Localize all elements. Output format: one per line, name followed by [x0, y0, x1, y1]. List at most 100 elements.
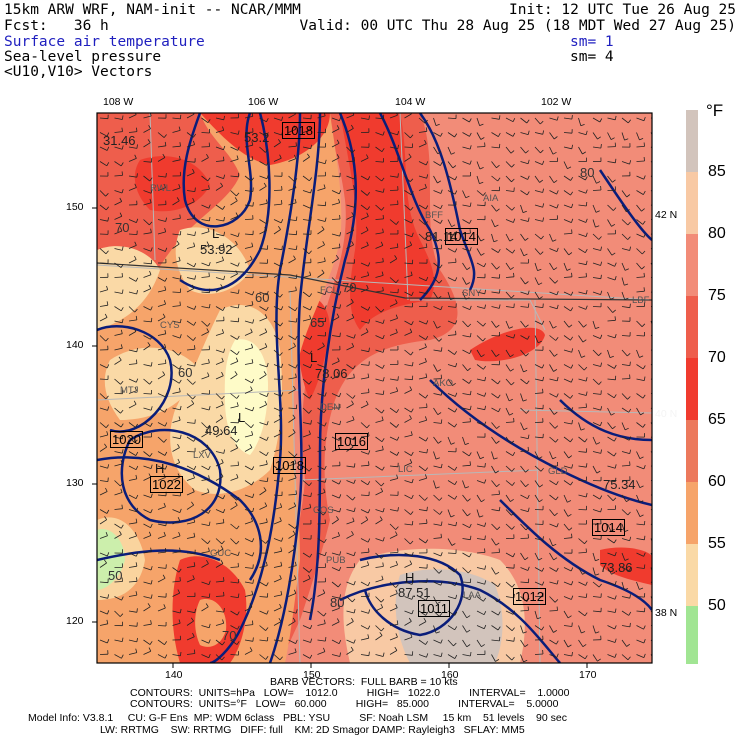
colorbar-label-75: 75 [708, 287, 726, 304]
station-label: SNY [462, 288, 482, 299]
temperature-contour-label: 70 [222, 628, 237, 643]
field-vectors: <U10,V10> Vectors [4, 64, 153, 80]
lon-label-106w: 106 W [248, 96, 279, 108]
isobar-value-box: 1014 [592, 519, 625, 536]
temperature-contour-label: 50 [108, 568, 123, 583]
pressure-center-marker: H [405, 570, 415, 585]
colorbar-label-65: 65 [708, 411, 726, 428]
colorbar-swatch-50-55 [686, 544, 698, 606]
station-label: COS [313, 505, 334, 516]
field-temperature-smoothing: sm= 1 [570, 34, 614, 50]
temperature-contour-label: 70 [115, 220, 130, 235]
colorbar-swatch-60-65 [686, 420, 698, 482]
temperature-contour-label: 65 [310, 315, 325, 330]
temperature-extremum-label: 81.14 [425, 229, 458, 244]
pressure-center-marker: L [238, 410, 246, 425]
temperature-extremum-label: 73.86 [600, 560, 633, 575]
colorbar-label-80: 80 [708, 225, 726, 242]
temperature-extremum-label: 31.46 [103, 133, 136, 148]
colorbar-label-85: 85 [708, 163, 726, 180]
colorbar-swatch-70-75 [686, 296, 698, 358]
colorbar-swatch-75-80 [686, 234, 698, 296]
temperature-extremum-label: 53.92 [200, 242, 233, 257]
station-label: LBF [632, 295, 650, 306]
colorbar-label-55: 55 [708, 535, 726, 552]
model-physics: LW: RRTMG SW: RRTMG DIFF: full KM: 2D Sm… [100, 724, 525, 736]
forecast-hour: Fcst: 36 h [4, 18, 109, 34]
model-title: 15km ARW WRF, NAM-init -- NCAR/MMM [4, 2, 301, 18]
wind-barbs [99, 113, 652, 663]
isobar-value-box: 1018 [282, 122, 315, 139]
colorbar-swatch-65-70 [686, 358, 698, 420]
lon-label-104w: 104 W [395, 96, 426, 108]
temperature-extremum-label: 87.51 [398, 585, 431, 600]
lat-label-42n: 42 N [655, 209, 678, 221]
temperature-fill [97, 113, 652, 663]
barb-legend: BARB VECTORS: FULL BARB = 10 kts [270, 676, 458, 688]
station-label: GLD [548, 466, 568, 477]
contours-pressure: CONTOURS: UNITS=hPa LOW= 1012.0 HIGH= 10… [130, 687, 570, 699]
temperature-extremum-label: 49.64 [205, 423, 238, 438]
contours-temperature: CONTOURS: UNITS=°F LOW= 60.000 HIGH= 85.… [130, 698, 559, 710]
lat-label-38n: 38 N [655, 607, 678, 619]
x-grid-170: 170 [579, 669, 597, 681]
state-boundaries [97, 113, 652, 663]
temperature-contour-label: 80 [580, 165, 595, 180]
temperature-extremum-label: 53.2 [244, 130, 270, 145]
y-grid-150: 150 [66, 201, 84, 213]
temperature-contour-label: 60 [178, 365, 193, 380]
station-label: MTJ [120, 385, 139, 396]
station-label: CYS [160, 320, 180, 331]
init-time: Init: 12 UTC Tue 26 Aug 25 [509, 2, 736, 18]
station-label: AKO [433, 378, 454, 389]
lon-label-102w: 102 W [541, 96, 572, 108]
isobar-value-box: 1014 [445, 228, 478, 245]
station-label: FCL [320, 285, 338, 296]
temperature-contour-label: 70 [342, 280, 357, 295]
pressure-center-marker: L [212, 226, 220, 241]
colorbar-swatch-below-50 [686, 606, 698, 664]
isobar-value-box: 1011 [418, 600, 450, 617]
colorbar [686, 110, 698, 664]
colorbar-swatch-55-60 [686, 482, 698, 544]
model-info: Model Info: V3.8.1 CU: G-F Ens MP: WDM 6… [28, 712, 567, 724]
temperature-extremum-label: 75.34 [603, 477, 636, 492]
valid-time: Valid: 00 UTC Thu 28 Aug 25 (18 MDT Wed … [299, 18, 737, 34]
station-label: PUB [326, 555, 346, 566]
country-boundary [97, 262, 652, 301]
isobar-value-box: 1020 [110, 431, 143, 448]
station-label: LAA [463, 590, 481, 601]
isobar-value-box: 1016 [335, 433, 368, 450]
plot-frame [96, 112, 653, 664]
colorbar-label-70: 70 [708, 349, 726, 366]
station-label: BFF [425, 210, 443, 221]
colorbar-label-60: 60 [708, 473, 726, 490]
station-label: RWL [150, 183, 171, 194]
colorbar-label-50: 50 [708, 597, 726, 614]
isobar-value-box: 1012 [513, 588, 546, 605]
y-grid-140: 140 [66, 339, 84, 351]
x-grid-160: 160 [441, 669, 459, 681]
x-grid-150: 150 [303, 669, 321, 681]
pressure-center-marker: L [310, 350, 318, 365]
field-pressure-smoothing: sm= 4 [570, 49, 614, 65]
isobar-value-box: 1018 [273, 457, 306, 474]
lon-label-108w: 108 W [103, 96, 134, 108]
isobars [97, 113, 652, 663]
temperature-contour-label: 60 [255, 290, 270, 305]
station-label: AIA [483, 193, 499, 204]
station-label: LIC [398, 464, 413, 475]
temperature-contour-label: 80 [330, 595, 345, 610]
y-grid-120: 120 [66, 615, 84, 627]
colorbar-swatch-85plus [686, 110, 698, 172]
station-label: GUC [210, 548, 232, 559]
x-grid-140: 140 [165, 669, 183, 681]
pressure-center-marker: H [155, 461, 165, 476]
field-pressure: Sea-level pressure [4, 49, 162, 65]
colorbar-unit: °F [706, 101, 724, 120]
y-grid-130: 130 [66, 477, 84, 489]
temperature-extremum-label: 78.06 [315, 366, 348, 381]
field-temperature: Surface air temperature [4, 34, 205, 50]
lat-label-40n: 40 N [655, 408, 678, 420]
